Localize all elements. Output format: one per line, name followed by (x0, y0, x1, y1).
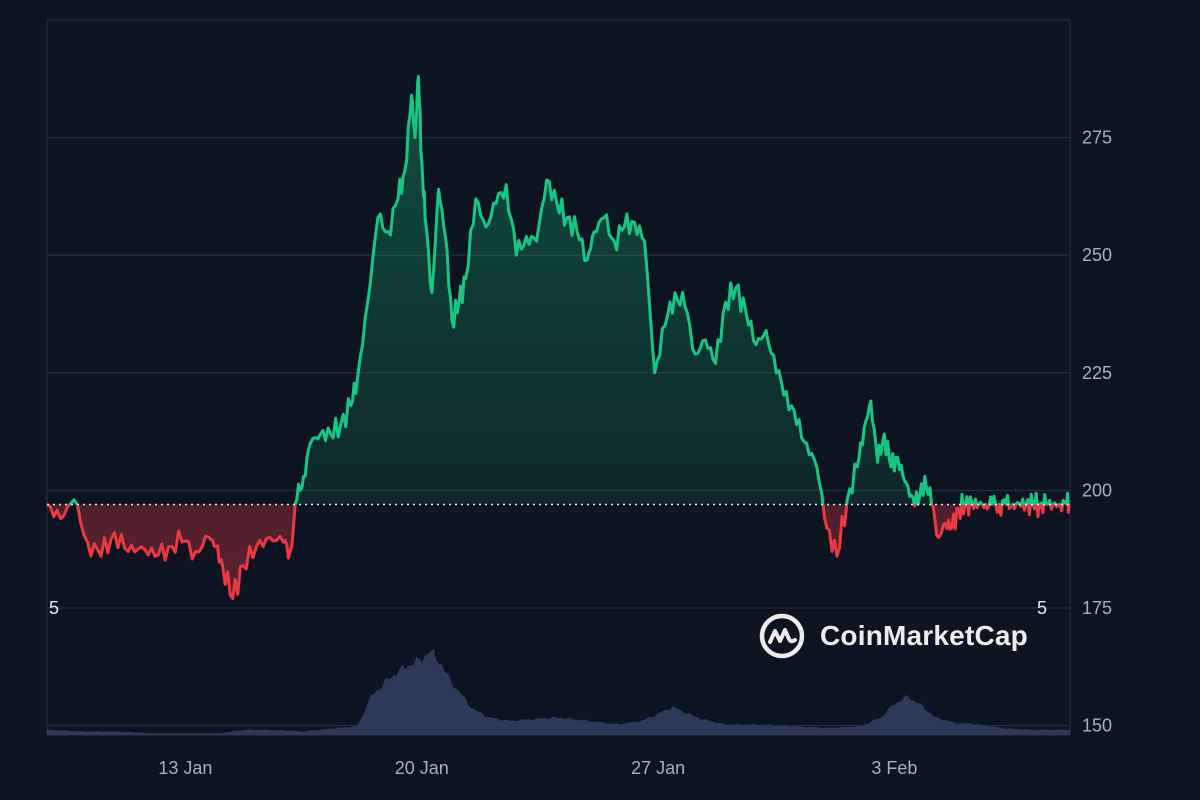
watermark-text: CoinMarketCap (820, 620, 1028, 651)
price-layer (46, 74, 1071, 601)
price-line-up (46, 74, 1071, 505)
volume-mark-left: 5 (49, 598, 59, 618)
x-tick-label: 3 Feb (871, 758, 917, 778)
x-tick-label: 20 Jan (395, 758, 449, 778)
y-tick-label: 200 (1082, 480, 1112, 500)
y-tick-label: 275 (1082, 128, 1112, 148)
coinmarketcap-logo-icon (759, 613, 805, 659)
y-tick-label: 175 (1082, 598, 1112, 618)
y-tick-label: 150 (1082, 716, 1112, 736)
volume-mark-right: 5 (1037, 598, 1047, 618)
x-tick-label: 13 Jan (158, 758, 212, 778)
y-tick-label: 250 (1082, 245, 1112, 265)
price-line-down (46, 504, 1071, 601)
watermark: CoinMarketCap (758, 612, 1028, 660)
y-tick-label: 225 (1082, 363, 1112, 383)
volume-layer (47, 648, 1070, 735)
x-tick-label: 27 Jan (631, 758, 685, 778)
axis-layer: 150 175 200 225 250 275 13 Jan 20 Jan 27 Jan 3 Fe… (49, 128, 1112, 778)
price-area-up (47, 76, 1070, 505)
volume-area (47, 648, 1070, 735)
